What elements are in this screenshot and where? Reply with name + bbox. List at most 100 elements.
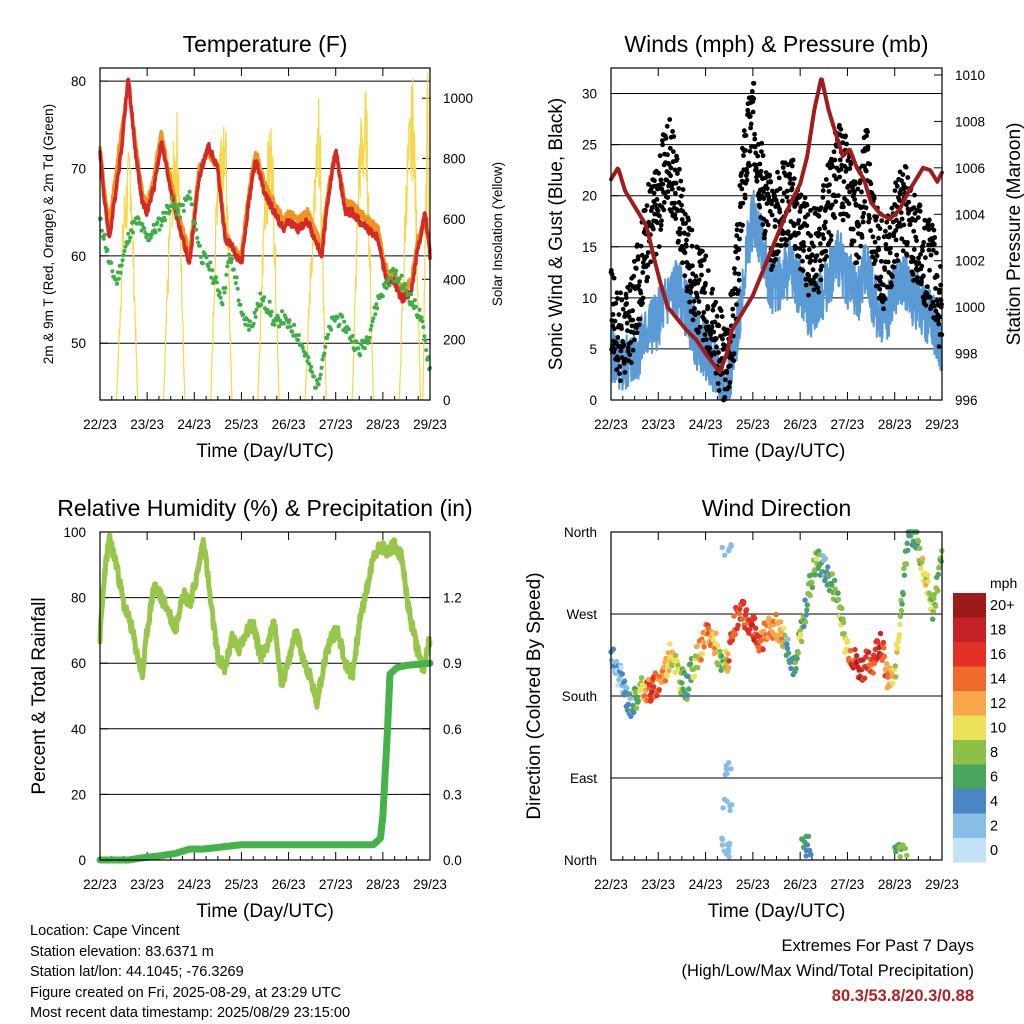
dewpoint-point <box>394 268 399 273</box>
gust-point <box>850 226 856 232</box>
gust-point <box>640 270 646 275</box>
y-right-tick-label: 998 <box>955 347 978 362</box>
gust-point <box>703 253 709 259</box>
gust-point <box>860 219 866 225</box>
wind-direction-point <box>781 632 788 638</box>
dewpoint-point <box>375 306 380 311</box>
gust-point <box>915 275 920 280</box>
gust-point <box>743 148 748 153</box>
gust-point <box>856 222 862 228</box>
wind-direction-point <box>896 632 902 638</box>
gust-point <box>739 186 745 192</box>
dewpoint-point <box>229 260 234 265</box>
wind-direction-point <box>719 544 725 551</box>
gust-point <box>903 185 908 191</box>
dewpoint-point <box>169 195 174 200</box>
gust-point <box>644 203 650 209</box>
gust-point <box>646 181 651 187</box>
wind-direction-point <box>780 625 787 632</box>
gust-point <box>867 161 873 167</box>
gust-point <box>761 189 766 195</box>
extremes-subtitle: (High/Low/Max Wind/Total Precipitation) <box>681 962 974 980</box>
gust-point <box>673 180 679 186</box>
gust-point <box>673 190 678 196</box>
gust-point <box>889 205 895 211</box>
wind-direction-point <box>684 692 691 698</box>
gust-point <box>742 195 748 201</box>
dewpoint-point <box>296 333 301 338</box>
gust-point <box>933 308 939 314</box>
gust-point <box>918 252 923 257</box>
dewpoint-point <box>238 302 243 307</box>
dewpoint-point <box>155 220 160 225</box>
legend-label: 14 <box>990 672 1006 688</box>
gust-point <box>784 237 789 243</box>
gust-point <box>658 222 664 228</box>
dewpoint-point <box>399 273 404 278</box>
wind-direction-point <box>685 673 691 680</box>
legend-swatch <box>953 715 986 740</box>
gust-point <box>806 273 812 278</box>
legend-swatch <box>953 789 986 814</box>
wind-direction-point <box>896 636 902 642</box>
gust-point <box>636 283 642 288</box>
wind-direction-point <box>724 851 730 857</box>
wind-direction-point <box>884 661 890 667</box>
gust-point <box>752 144 758 150</box>
dewpoint-point <box>320 357 325 362</box>
wind-direction-point <box>915 538 922 545</box>
dewpoint-point <box>380 294 385 299</box>
gust-point <box>793 246 798 252</box>
gust-point <box>929 222 935 228</box>
wind-direction-point <box>656 687 662 693</box>
gust-point <box>770 263 776 269</box>
dewpoint-point <box>422 334 427 339</box>
dewpoint-point <box>340 314 345 319</box>
wind-direction-point <box>742 612 749 618</box>
wind-direction-point <box>807 592 813 599</box>
dewpoint-point <box>227 252 232 257</box>
x-tick-label: 29/23 <box>925 877 959 892</box>
gust-point <box>783 242 789 248</box>
gust-point <box>654 220 660 226</box>
wind-direction-point <box>701 644 707 650</box>
dewpoint-point <box>128 235 133 240</box>
wind-direction-point <box>904 540 910 546</box>
gust-point <box>879 258 884 264</box>
gust-point <box>694 294 700 300</box>
wind-direction-point <box>910 538 917 544</box>
wind-direction-point <box>619 671 625 677</box>
dewpoint-point <box>401 286 406 291</box>
dewpoint-point <box>222 290 227 295</box>
gust-point <box>687 299 692 305</box>
gust-point <box>757 204 763 210</box>
wind-direction-point <box>812 572 818 578</box>
gust-point <box>623 291 629 297</box>
gust-point <box>927 267 932 273</box>
gust-point <box>616 312 622 317</box>
gust-point <box>808 208 813 213</box>
wind-direction-point <box>615 682 621 688</box>
gust-point <box>718 308 724 313</box>
gust-point <box>916 255 921 261</box>
dewpoint-point <box>116 276 121 281</box>
wind-direction-point <box>635 698 641 704</box>
gust-point <box>633 266 639 271</box>
dewpoint-point <box>296 338 300 342</box>
x-tick-label: 22/23 <box>594 417 628 432</box>
gust-point <box>931 303 937 309</box>
gust-point <box>629 360 634 366</box>
station-info: Location: Cape Vincent Station elevation… <box>30 921 350 1024</box>
gust-point <box>836 193 841 199</box>
gust-point <box>854 260 860 265</box>
legend-label: 2 <box>990 819 998 835</box>
legend-label: 12 <box>990 696 1006 712</box>
gust-point <box>627 288 633 293</box>
gust-point <box>856 255 862 260</box>
gust-point <box>800 258 805 264</box>
wind-direction-point <box>694 643 700 649</box>
wind-direction-point <box>686 686 692 692</box>
y-tick-label: 60 <box>71 656 86 671</box>
gust-point <box>702 290 707 295</box>
gust-point <box>744 177 750 183</box>
